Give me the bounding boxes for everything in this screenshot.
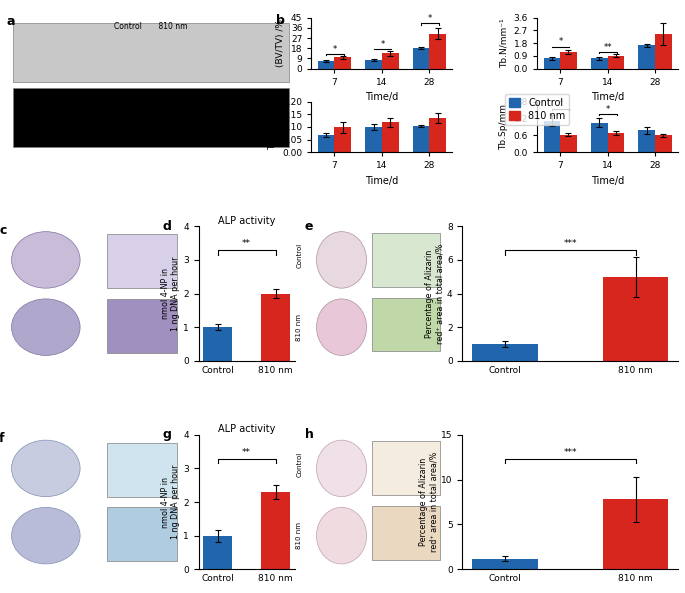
Text: g: g [162,428,171,441]
Ellipse shape [12,232,80,288]
Y-axis label: Percentage of Alizarin
red⁺ area in total area/%: Percentage of Alizarin red⁺ area in tota… [425,243,444,344]
FancyBboxPatch shape [12,88,289,147]
Text: **: ** [604,43,612,52]
X-axis label: Time/d: Time/d [591,92,624,102]
Ellipse shape [316,440,366,497]
FancyBboxPatch shape [372,506,440,560]
Ellipse shape [12,440,80,497]
Bar [591,58,608,69]
Text: ***: *** [564,448,577,457]
Text: ***: *** [564,240,577,248]
Bar [365,127,382,152]
Text: b: b [276,14,285,27]
Ellipse shape [316,299,366,355]
Bar [413,126,429,152]
Text: **: ** [242,448,251,457]
Bar [543,121,560,152]
Bar [318,60,334,69]
Text: c: c [0,224,6,237]
Text: *: * [380,40,384,49]
Text: d: d [162,219,171,232]
FancyBboxPatch shape [12,23,289,82]
Bar [382,53,399,69]
Text: 810 nm: 810 nm [297,522,302,549]
FancyBboxPatch shape [107,443,177,497]
Bar [655,34,672,69]
Bar [429,34,446,69]
Legend: Control, 810 nm: Control, 810 nm [505,94,569,125]
Y-axis label: nmol 4-NP in
1 ng DNA per hour: nmol 4-NP in 1 ng DNA per hour [161,465,180,539]
FancyBboxPatch shape [372,442,440,495]
Text: *: * [427,14,432,23]
Bar [608,133,624,152]
Text: *: * [333,45,337,55]
Bar [560,135,577,152]
Y-axis label: Tb.N/mm⁻¹: Tb.N/mm⁻¹ [499,18,508,68]
Text: e: e [305,219,313,232]
Bar [429,118,446,152]
Y-axis label: Tb.Sp/mm: Tb.Sp/mm [499,104,508,150]
Text: *: * [558,99,562,108]
Bar [261,294,290,361]
Title: ALP activity: ALP activity [218,215,275,225]
X-axis label: Time/d: Time/d [365,92,399,102]
Y-axis label: nmol 4-NP in
1 ng DNA per hour: nmol 4-NP in 1 ng DNA per hour [161,256,180,331]
Text: **: ** [242,240,251,248]
Ellipse shape [12,508,80,564]
FancyBboxPatch shape [107,508,177,561]
Y-axis label: Percentage of Alizarin
red⁺ area in total area/%: Percentage of Alizarin red⁺ area in tota… [419,452,438,552]
Bar [608,56,624,69]
X-axis label: Time/d: Time/d [365,176,399,186]
Bar [543,58,560,69]
Bar [638,45,655,69]
Bar [591,123,608,152]
Text: Control       810 nm: Control 810 nm [114,22,188,31]
Y-axis label: Tb.Th/mm: Tb.Th/mm [268,104,277,150]
Text: h: h [305,428,314,441]
Text: 810 nm: 810 nm [297,314,302,340]
Ellipse shape [316,232,366,288]
X-axis label: Time/d: Time/d [591,176,624,186]
Text: f: f [0,432,5,445]
Bar [365,60,382,69]
Text: Control: Control [297,452,302,477]
Bar [203,535,232,569]
Bar [472,559,538,569]
Bar [382,122,399,152]
Text: a: a [7,15,15,28]
Bar [472,344,538,361]
Bar [560,52,577,69]
FancyBboxPatch shape [107,299,177,353]
Bar [655,135,672,152]
Bar [638,130,655,152]
Ellipse shape [12,299,80,355]
Text: Control: Control [297,243,302,269]
Bar [203,327,232,361]
Text: *: * [558,37,562,46]
Bar [261,492,290,569]
Y-axis label: (BV/TV) /%: (BV/TV) /% [276,19,286,67]
Bar [334,127,351,152]
FancyBboxPatch shape [372,298,440,352]
Bar [413,48,429,69]
Title: ALP activity: ALP activity [218,424,275,434]
Ellipse shape [316,508,366,564]
Bar [334,58,351,69]
Bar [603,499,669,569]
Bar [318,135,334,152]
FancyBboxPatch shape [107,234,177,288]
Bar [603,277,669,361]
FancyBboxPatch shape [372,233,440,287]
Text: *: * [606,105,610,114]
